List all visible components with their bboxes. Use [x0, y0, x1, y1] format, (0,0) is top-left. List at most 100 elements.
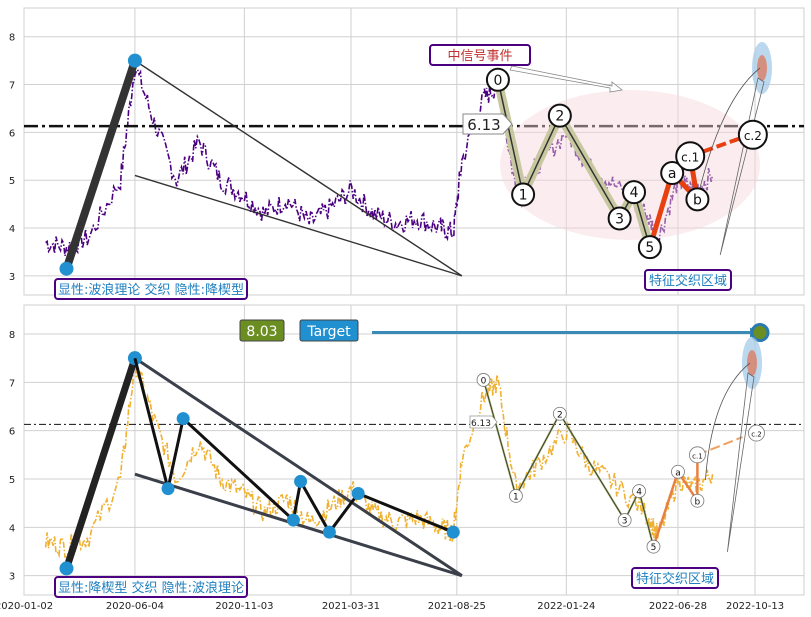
- target-value-text: 8.03: [246, 324, 277, 340]
- wave-label-circle: [646, 539, 661, 554]
- wave-label-circle: [607, 206, 632, 231]
- pivot-marker: [59, 561, 74, 576]
- y-tick-label: 7: [9, 378, 15, 389]
- wave-label-circle: [617, 513, 632, 527]
- y-tick-label: 6: [9, 128, 15, 139]
- wave-label-circle: [748, 424, 765, 442]
- feature-zone-top-text: 特征交织区域: [649, 273, 727, 289]
- signal-event-text: 中信号事件: [447, 49, 512, 64]
- y-tick-label: 8: [9, 33, 15, 44]
- top-badge: 显性:波浪理论 交织 隐性:降楔型: [54, 278, 248, 300]
- wave-label-text: c.1: [681, 150, 699, 164]
- wave-label-text: 5: [645, 240, 654, 256]
- wave-label-circle: [637, 235, 662, 260]
- target-label-badge: Target: [299, 319, 359, 342]
- y-tick-label: 5: [9, 176, 15, 187]
- wave-impulse-line: [483, 379, 654, 547]
- x-tick-label: 2020-11-03: [215, 601, 273, 612]
- wave-label-text: 3: [615, 211, 624, 227]
- pivot-marker: [286, 513, 300, 527]
- projection-curve: [705, 362, 751, 481]
- wave-label-text: 5: [651, 543, 657, 553]
- pivot-marker: [161, 482, 175, 496]
- wave-label-circle: [685, 187, 710, 212]
- wave-label-text: 1: [513, 492, 519, 502]
- wave-label-text: 1: [519, 188, 528, 204]
- wave-label-text: c.1: [692, 452, 703, 460]
- x-tick-label: 2020-01-02: [0, 601, 53, 612]
- target-core: [757, 55, 767, 81]
- projection-cone: [727, 372, 755, 553]
- wave-label-text: c.2: [744, 129, 762, 143]
- wave-label-circle: [511, 182, 536, 207]
- projection-cone: [719, 77, 765, 256]
- feature-zone-bottom-text: 特征交织区域: [636, 571, 714, 587]
- wave-label-circle: [675, 141, 706, 172]
- y-tick-label: 4: [9, 224, 15, 235]
- hline-value-top: 6.13: [467, 116, 500, 134]
- signal-event-arrow: [509, 65, 623, 93]
- x-tick-label: 2022-01-24: [537, 601, 595, 612]
- bottom-badge: 显性:降楔型 交织 隐性:波浪理论: [54, 576, 248, 598]
- y-tick-label: 6: [9, 427, 15, 438]
- wave-label-text: 0: [493, 73, 502, 89]
- wave-label-text: c.2: [751, 431, 762, 439]
- wave-label-circle: [485, 67, 510, 92]
- wave-label-text: 0: [481, 376, 487, 386]
- pivot-marker: [322, 525, 336, 539]
- wave-label-text: 4: [630, 185, 639, 201]
- wave-label-text: a: [675, 468, 681, 478]
- hline-label-bottom: 6.13: [469, 415, 498, 429]
- pivot-marker: [294, 474, 308, 488]
- wedge-upper-line: [134, 60, 463, 277]
- bottom-badge-text: 显性:降楔型 交织 隐性:波浪理论: [58, 580, 244, 596]
- wave-label-circle: [690, 493, 705, 508]
- target-value-badge: 8.03: [239, 319, 285, 342]
- projection-curve: [697, 67, 761, 196]
- wedge-lower-line: [134, 472, 463, 578]
- pivot-marker: [127, 53, 142, 68]
- x-tick-label: 2021-03-31: [322, 601, 380, 612]
- wave-corrective-line: [652, 454, 699, 548]
- pivot-marker: [351, 487, 365, 500]
- wave-label-circle: [671, 464, 685, 479]
- pivot-marker: [446, 525, 460, 539]
- pivot-marker: [127, 351, 142, 366]
- wave-label-text: 2: [555, 109, 564, 125]
- y-tick-label: 4: [9, 523, 15, 534]
- wave-label-text: 3: [622, 517, 628, 527]
- plot-frame: [23, 304, 805, 596]
- impulse-leg: [63, 357, 139, 570]
- signal-event-badge: 中信号事件: [429, 44, 531, 66]
- y-tick-label: 8: [9, 330, 15, 341]
- y-tick-label: 5: [9, 475, 15, 486]
- wave-label-circle: [622, 180, 647, 205]
- top-badge-text: 显性:波浪理论 交织 隐性:降楔型: [58, 282, 244, 298]
- wave-label-text: 4: [636, 488, 642, 498]
- wedge-lower-line: [134, 174, 463, 277]
- y-tick-label: 3: [9, 572, 15, 583]
- hline-value-bottom: 6.13: [471, 419, 491, 429]
- wave-label-circle: [737, 119, 768, 150]
- x-tick-label: 2020-06-04: [106, 601, 164, 612]
- wave-label-circle: [476, 373, 491, 387]
- price-series-line: [45, 68, 714, 257]
- impulse-leg: [62, 59, 139, 270]
- x-tick-label: 2022-06-28: [649, 601, 707, 612]
- wedge-zigzag: [133, 357, 454, 535]
- wave-label-circle: [509, 489, 523, 503]
- wave-label-text: a: [668, 166, 677, 182]
- hline-label-top: 6.13: [462, 113, 513, 135]
- pivot-marker: [59, 261, 74, 276]
- x-tick-label: 2022-10-13: [726, 601, 784, 612]
- wave-corrective-line: [647, 155, 702, 248]
- wave-label-circle: [632, 484, 646, 498]
- x-tick-label: 2021-08-25: [428, 601, 486, 612]
- target-label-text: Target: [306, 324, 351, 340]
- wedge-upper-line: [134, 356, 463, 577]
- target-point: [750, 323, 770, 343]
- price-series-line: [44, 353, 714, 559]
- wave-label-text: b: [695, 497, 701, 507]
- wave-label-circle: [552, 406, 567, 421]
